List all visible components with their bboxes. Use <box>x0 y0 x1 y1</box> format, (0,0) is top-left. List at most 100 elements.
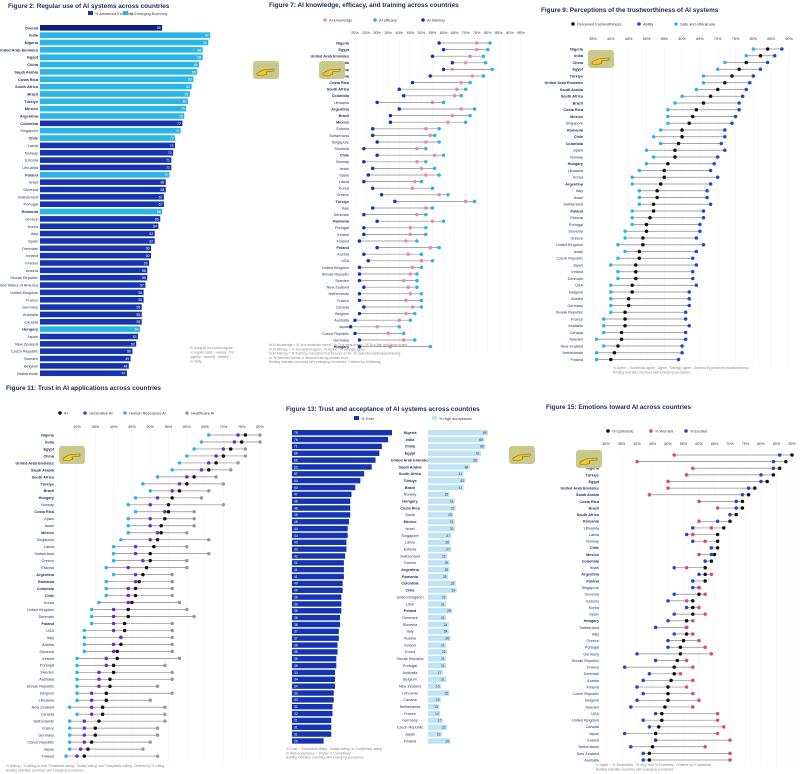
data-point <box>148 537 152 542</box>
data-point <box>214 454 218 458</box>
data-point <box>89 712 94 716</box>
country-label: Chile <box>405 589 414 593</box>
data-point <box>656 725 661 729</box>
data-point <box>141 558 145 563</box>
data-point <box>199 496 204 500</box>
data-point <box>177 600 182 605</box>
country-label: Nigeria <box>570 47 584 51</box>
country-label: Czech Republic <box>11 349 38 354</box>
data-point <box>623 317 627 321</box>
country-label: Romania <box>22 209 39 214</box>
trust-bar <box>292 731 332 737</box>
bar-value-label: 88 <box>198 56 202 60</box>
bar <box>40 326 140 332</box>
data-point <box>619 330 624 335</box>
country-label: Korea <box>573 176 584 180</box>
country-label: Brazil <box>27 91 38 96</box>
data-point <box>141 482 145 486</box>
country-label: United Kingdom <box>27 608 54 612</box>
legend-dot <box>674 22 678 26</box>
data-point <box>437 127 441 131</box>
data-point <box>623 229 627 233</box>
fig11-title: Figure 11: Trust in AI applications acro… <box>6 385 161 392</box>
country-label: Nigeria <box>336 41 350 45</box>
data-point <box>641 751 645 756</box>
data-point <box>170 642 174 647</box>
data-point <box>703 744 707 749</box>
data-point <box>406 252 410 256</box>
country-label: Chile <box>590 546 599 550</box>
trust-bar <box>292 704 333 710</box>
country-label: Finland <box>571 358 583 362</box>
data-point <box>177 489 182 493</box>
country-label: Poland <box>404 609 417 613</box>
trust-bar <box>292 662 337 669</box>
tick-label: 40% <box>633 442 641 446</box>
trust-bar <box>292 512 351 518</box>
data-point <box>459 94 463 98</box>
country-label: Norway <box>586 540 599 544</box>
country-label: Denmark <box>584 672 600 676</box>
legend-dot <box>421 18 425 22</box>
tick-label: 80% <box>757 442 765 446</box>
data-point <box>708 94 713 98</box>
data-point <box>155 475 160 479</box>
fig9-title: Figure 9: Perceptions of the trustworthi… <box>541 7 719 14</box>
data-point <box>424 226 428 230</box>
acceptance-bar <box>428 601 447 607</box>
data-point <box>441 153 446 157</box>
country-label: USA <box>341 259 349 263</box>
country-label: Costa Rica <box>18 77 39 82</box>
data-point <box>437 140 441 144</box>
acceptance-bar <box>428 539 451 545</box>
country-label: Romania <box>583 520 600 524</box>
country-label: Poland <box>336 246 349 250</box>
bar-value-label: 55 <box>136 313 140 317</box>
country-label: Switzerland <box>329 134 349 138</box>
data-point <box>691 632 695 636</box>
country-label: Sweden <box>569 338 583 342</box>
trust-bar <box>292 430 392 436</box>
data-point <box>626 303 631 308</box>
data-point <box>694 283 699 287</box>
trust-value-label: 34 <box>294 678 298 682</box>
data-point <box>601 344 606 348</box>
data-point <box>111 572 116 577</box>
trust-bar <box>292 546 347 552</box>
country-label: United Kingdom <box>322 266 349 270</box>
legend-dot <box>571 22 575 26</box>
country-label: Slovak Republic <box>396 657 423 661</box>
acceptance-bar <box>428 477 466 484</box>
legend-dot <box>323 18 327 22</box>
data-point <box>177 461 182 465</box>
data-point <box>678 652 683 656</box>
country-label: Hungary <box>402 500 418 504</box>
acceptance-value-label: 69 <box>483 431 487 435</box>
trust-value-label: 47 <box>294 493 298 497</box>
country-label: Portugal <box>585 646 599 650</box>
legend-dot <box>606 429 610 433</box>
data-point <box>694 263 699 267</box>
bar <box>40 69 198 75</box>
note-text: Bolding indicates countries with emergin… <box>596 767 675 771</box>
data-point <box>730 74 734 78</box>
trust-bar <box>292 614 341 621</box>
data-point <box>155 496 160 500</box>
acceptance-bar <box>428 436 485 443</box>
data-point <box>430 100 435 105</box>
data-point <box>709 552 714 557</box>
country-label: Estonia <box>41 566 55 570</box>
data-point <box>474 47 479 52</box>
acceptance-bar <box>428 649 448 655</box>
country-label: Hungary <box>22 327 39 332</box>
legend-swatch-acceptance <box>432 416 437 420</box>
tick-label: 75% <box>732 37 740 41</box>
data-point <box>697 552 701 557</box>
country-label: Portugal <box>569 223 583 227</box>
data-point <box>148 551 152 556</box>
bar <box>40 267 148 274</box>
country-label: South Africa <box>327 88 350 92</box>
country-label: Colombia <box>401 582 419 586</box>
data-point <box>709 652 714 656</box>
tick-label: 45% <box>407 31 415 35</box>
